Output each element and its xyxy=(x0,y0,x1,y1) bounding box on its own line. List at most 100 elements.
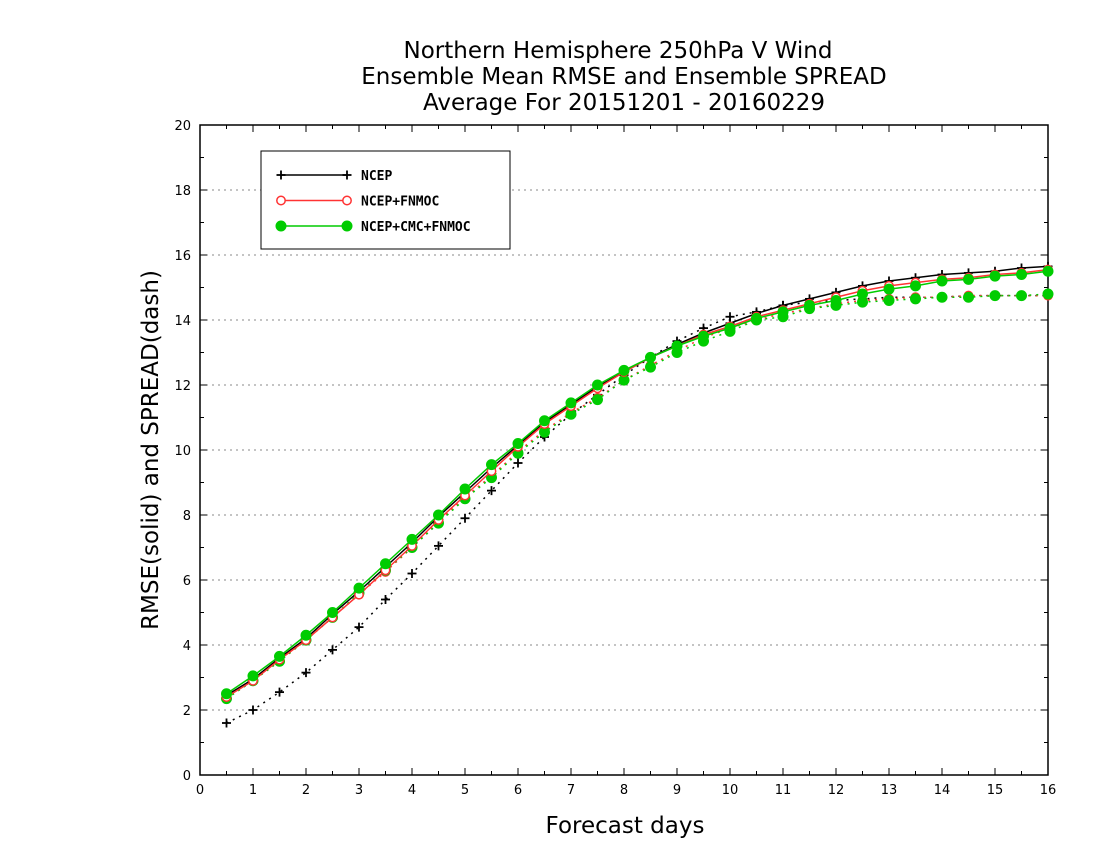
x-tick-label-6: 6 xyxy=(514,783,522,798)
rmse-point-ncep-cmc-fnmoc xyxy=(300,629,312,641)
x-tick-label-15: 15 xyxy=(987,783,1004,798)
rmse-point-ncep-cmc-fnmoc xyxy=(247,670,259,682)
spread-ncep-cmc-fnmoc xyxy=(221,288,1054,705)
spread-point-ncep xyxy=(407,569,417,578)
x-tick-label-8: 8 xyxy=(620,783,628,798)
y-tick-label-6: 6 xyxy=(183,574,191,589)
spread-line-ncep xyxy=(226,294,1048,724)
x-tick-label-4: 4 xyxy=(408,783,416,798)
rmse-point-ncep-cmc-fnmoc xyxy=(327,607,338,618)
x-tick-label-12: 12 xyxy=(828,783,845,798)
legend-label-ncep-fnmoc: NCEP+FNMOC xyxy=(361,195,439,210)
rmse-point-ncep-cmc-fnmoc xyxy=(486,459,497,471)
rmse-point-ncep-cmc-fnmoc xyxy=(777,306,789,318)
rmse-point-ncep-cmc-fnmoc xyxy=(221,688,232,700)
legend-marker-end-ncep-fnmoc xyxy=(342,195,352,206)
y-tick-label-4: 4 xyxy=(183,639,191,654)
spread-point-ncep xyxy=(248,705,258,715)
rmse-line-ncep-fnmoc xyxy=(226,268,1049,698)
rmse-point-ncep-cmc-fnmoc xyxy=(565,397,577,409)
rmse-point-ncep-cmc-fnmoc xyxy=(751,312,762,324)
spread-point-ncep-cmc-fnmoc xyxy=(592,394,603,406)
spread-point-ncep xyxy=(354,622,364,632)
spread-ncep-fnmoc xyxy=(221,290,1053,704)
spread-point-ncep xyxy=(434,541,443,551)
legend-label-ncep-cmc-fnmoc: NCEP+CMC+FNMOC xyxy=(361,220,471,235)
spread-point-ncep xyxy=(513,458,523,468)
x-tick-label-0: 0 xyxy=(196,783,204,798)
y-tick-label-20: 20 xyxy=(174,119,191,134)
spread-point-ncep-cmc-fnmoc xyxy=(645,361,656,373)
rmse-point-ncep-cmc-fnmoc xyxy=(671,340,683,352)
x-tick-label-14: 14 xyxy=(934,783,951,798)
legend-marker-end-ncep xyxy=(342,170,352,180)
rmse-point-ncep-cmc-fnmoc xyxy=(1016,269,1027,280)
y-axis-label: RMSE(solid) and SPREAD(dash) xyxy=(138,270,164,630)
chart-title: Northern Hemisphere 250hPa V Wind Ensemb… xyxy=(361,38,886,116)
spread-point-ncep xyxy=(328,645,337,655)
rmse-point-ncep-cmc-fnmoc xyxy=(963,273,974,285)
rmse-point-ncep-cmc-fnmoc xyxy=(830,295,842,306)
spread-point-ncep xyxy=(460,513,470,523)
rmse-line-ncep xyxy=(226,265,1049,697)
spread-ncep xyxy=(222,291,1053,728)
x-tick-label-10: 10 xyxy=(722,783,739,798)
x-tick-label-16: 16 xyxy=(1040,783,1057,798)
chart-title-line-2: Ensemble Mean RMSE and Ensemble SPREAD xyxy=(361,64,886,90)
rmse-ncep-fnmoc xyxy=(221,264,1053,702)
rmse-point-ncep-cmc-fnmoc xyxy=(406,533,418,545)
spread-point-ncep-cmc-fnmoc xyxy=(963,291,974,303)
rmse-point-ncep-cmc-fnmoc xyxy=(724,322,736,334)
spread-point-ncep-cmc-fnmoc xyxy=(989,290,1001,302)
rmse-point-ncep-cmc-fnmoc xyxy=(592,379,603,391)
spread-point-ncep xyxy=(381,595,390,604)
x-tick-label-11: 11 xyxy=(775,783,792,798)
rmse-point-ncep-cmc-fnmoc xyxy=(512,438,524,449)
x-tick-label-3: 3 xyxy=(355,783,363,798)
x-tick-label-13: 13 xyxy=(881,783,898,798)
rmse-point-ncep-cmc-fnmoc xyxy=(989,270,1001,282)
rmse-point-ncep-cmc-fnmoc xyxy=(910,280,921,292)
spread-point-ncep-cmc-fnmoc xyxy=(1042,288,1054,300)
rmse-point-ncep-cmc-fnmoc xyxy=(1042,265,1054,277)
y-tick-label-18: 18 xyxy=(174,184,191,199)
x-tick-label-5: 5 xyxy=(461,783,469,798)
legend-marker-start-ncep xyxy=(276,170,286,180)
y-tick-label-2: 2 xyxy=(183,704,191,719)
rmse-ncep-cmc-fnmoc xyxy=(221,265,1054,700)
x-tick-label-7: 7 xyxy=(567,783,575,798)
spread-point-ncep xyxy=(301,668,311,678)
y-tick-label-8: 8 xyxy=(183,509,191,524)
grid xyxy=(200,189,1048,711)
legend: NCEP NCEP+FNMOC NCEP+CMC+FNMOC xyxy=(260,150,511,250)
rmse-point-ncep-cmc-fnmoc xyxy=(380,558,391,570)
x-axis-ticks: 0 1 2 3 4 5 6 7 8 9 10 11 12 13 14 15 16 xyxy=(196,125,1056,798)
spread-point-ncep-cmc-fnmoc xyxy=(1016,290,1027,302)
spread-point-ncep xyxy=(487,486,496,496)
y-tick-label-10: 10 xyxy=(174,444,191,459)
legend-marker-end-ncep-cmc-fnmoc xyxy=(341,220,353,232)
rmse-point-ncep-cmc-fnmoc xyxy=(274,650,285,662)
rmse-point-ncep-cmc-fnmoc xyxy=(539,415,550,427)
x-tick-label-9: 9 xyxy=(673,783,681,798)
rmse-ncep xyxy=(222,261,1053,700)
y-tick-label-12: 12 xyxy=(174,379,191,394)
spread-point-ncep-cmc-fnmoc xyxy=(936,291,948,303)
spread-point-ncep xyxy=(222,718,231,728)
rmse-point-ncep-cmc-fnmoc xyxy=(698,330,709,342)
rmse-point-ncep-cmc-fnmoc xyxy=(936,275,948,287)
spread-line-ncep-fnmoc xyxy=(226,294,1048,700)
legend-marker-start-ncep-cmc-fnmoc xyxy=(275,220,287,232)
x-tick-label-2: 2 xyxy=(302,783,310,798)
chart-title-line-1: Northern Hemisphere 250hPa V Wind xyxy=(404,38,833,64)
y-axis-ticks: 0 2 4 6 8 10 12 14 16 18 20 xyxy=(174,119,1048,784)
y-tick-label-16: 16 xyxy=(174,249,191,264)
rmse-point-ncep-cmc-fnmoc xyxy=(857,288,868,300)
y-tick-label-14: 14 xyxy=(174,314,191,329)
rmse-point-ncep-cmc-fnmoc xyxy=(353,582,365,594)
x-tick-label-1: 1 xyxy=(249,783,257,798)
y-tick-label-0: 0 xyxy=(183,769,191,784)
rmse-point-ncep-cmc-fnmoc xyxy=(618,364,630,376)
rmse-point-ncep-cmc-fnmoc xyxy=(883,283,895,295)
